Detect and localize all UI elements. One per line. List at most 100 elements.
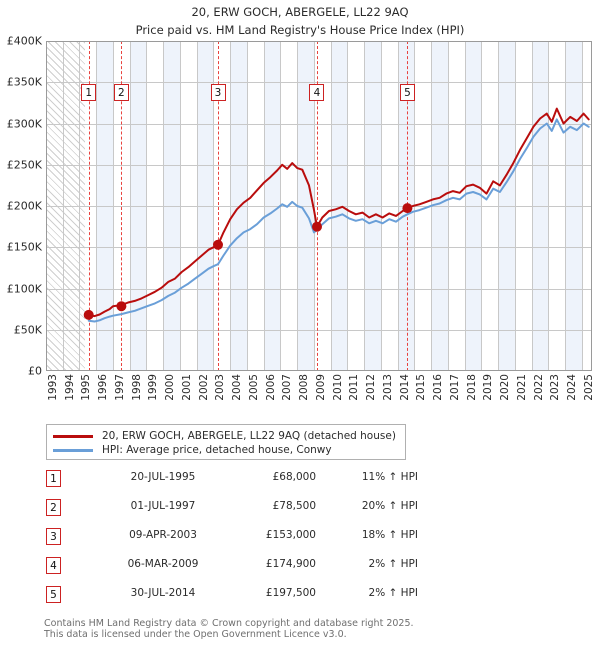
grid-line-horizontal	[46, 206, 592, 207]
row-badge[interactable]: 4	[46, 557, 61, 574]
row-badge[interactable]: 1	[46, 470, 61, 487]
legend-label-price-paid: 20, ERW GOCH, ABERGELE, LL22 9AQ (detach…	[102, 430, 396, 442]
row-price: £174,900	[265, 558, 316, 570]
x-axis-tick-label: 2016	[432, 374, 445, 401]
y-axis-tick-label: £150K	[6, 240, 42, 254]
legend-swatch-hpi	[53, 448, 93, 452]
x-axis-tick-label: 2023	[549, 374, 562, 401]
grid-line-horizontal	[46, 289, 592, 290]
x-axis-tick-label: 1993	[47, 374, 59, 401]
x-axis-tick-label: 2010	[331, 374, 344, 401]
event-line-4	[316, 41, 318, 371]
row-price: £78,500	[272, 500, 316, 512]
transactions-table: 1 20-JUL-1995 £68,000 11% ↑ HPI 2 01-JUL-1997…	[46, 468, 436, 613]
x-axis-tick-label: 1994	[63, 374, 76, 401]
footer-line-2: This data is licensed under the Open Gov…	[44, 629, 347, 640]
event-point-2[interactable]	[116, 301, 127, 312]
y-axis-tick-label: £200K	[6, 199, 42, 213]
event-point-3[interactable]	[213, 239, 223, 250]
row-badge[interactable]: 3	[46, 528, 61, 545]
x-axis-tick-label: 2014	[398, 374, 411, 401]
table-row[interactable]: 2 01-JUL-1997 £78,500 20% ↑ HPI	[46, 497, 436, 526]
series-line	[87, 107, 590, 318]
x-axis-tick-label: 2002	[197, 374, 210, 401]
legend-label-hpi: HPI: Average price, detached house, Conw…	[102, 444, 332, 456]
grid-line-horizontal	[46, 330, 592, 331]
y-axis-tick-label: £0	[28, 364, 42, 378]
y-axis-tick-label: £50K	[13, 323, 42, 337]
x-axis-tick-label: 2011	[348, 374, 361, 401]
page-title: 20, ERW GOCH, ABERGELE, LL22 9AQ	[191, 5, 409, 19]
event-line-3	[218, 41, 219, 371]
grid-line-horizontal	[46, 247, 592, 248]
event-line-2	[121, 41, 123, 371]
table-row[interactable]: 4 06-MAR-2009 £174,900 2% ↑ HPI	[46, 555, 436, 584]
x-axis-tick-label: 2012	[365, 374, 378, 401]
footer-line-1: Contains HM Land Registry data © Crown c…	[44, 618, 414, 629]
event-line-1	[88, 41, 90, 371]
table-row[interactable]: 3 09-APR-2003 £153,000 18% ↑ HPI	[46, 526, 436, 555]
footer-attribution: Contains HM Land Registry data © Crown c…	[44, 618, 564, 640]
x-axis-tick-label: 2018	[465, 374, 478, 401]
x-axis-tick-label: 2021	[515, 374, 528, 401]
event-badge-1[interactable]: 1	[81, 84, 97, 101]
x-axis-tick-label: 2007	[281, 374, 294, 401]
y-axis-tick-label: £250K	[6, 158, 42, 172]
row-date: 30-JUL-2014	[130, 587, 196, 599]
chart-title-block: 20, ERW GOCH, ABERGELE, LL22 9AQ Price p…	[0, 0, 600, 38]
y-axis-labels: £0 £50K £100K £150K £200K £250K £300K £350K £400…	[0, 35, 600, 378]
y-axis-tick-label: £100K	[6, 282, 42, 295]
event-point-4[interactable]	[312, 221, 322, 232]
x-axis-tick-label: 1997	[113, 374, 126, 401]
legend-swatch-price-paid	[53, 434, 93, 438]
x-axis-tick-label: 1996	[97, 374, 110, 401]
row-price: £68,000	[272, 471, 316, 483]
x-axis-tick-label: 2001	[180, 374, 193, 401]
x-axis-tick-label: 2008	[298, 374, 311, 401]
x-axis-tick-label: 2019	[482, 374, 495, 401]
row-price: £197,500	[265, 587, 316, 599]
x-axis-tick-label: 1995	[80, 374, 93, 401]
x-axis-tick-label: 2025	[582, 374, 595, 401]
grid-line-horizontal	[46, 165, 592, 166]
row-badge[interactable]: 5	[46, 586, 61, 603]
event-point-5[interactable]	[402, 203, 413, 214]
x-axis-labels: 1993 1994 1995 1996 1997 1998 1999 2000 2001 2002…	[46, 374, 595, 414]
table-row[interactable]: 5 30-JUL-2014 £197,500 2% ↑ HPI	[46, 584, 436, 613]
event-badge-4[interactable]: 4	[309, 84, 325, 101]
x-axis-tick-label: 2020	[499, 374, 512, 401]
x-axis-tick-label: 2022	[532, 374, 545, 401]
x-axis-tick-label: 2005	[247, 374, 260, 401]
chart-legend: 20, ERW GOCH, ABERGELE, LL22 9AQ (detach…	[46, 424, 406, 460]
legend-item-price-paid: 20, ERW GOCH, ABERGELE, LL22 9AQ (detach…	[53, 429, 399, 443]
event-point-1[interactable]	[83, 309, 94, 320]
row-badge[interactable]: 2	[46, 499, 61, 516]
event-badge-5[interactable]: 5	[399, 84, 415, 101]
series-line	[87, 118, 590, 323]
x-axis-tick-label: 2009	[314, 374, 327, 401]
x-axis-tick-label: 2013	[381, 374, 394, 401]
y-axis-tick-label: £350K	[6, 75, 42, 89]
row-date: 01-JUL-1997	[130, 500, 196, 512]
row-hpi-delta: 20% ↑ HPI	[361, 500, 418, 512]
x-axis-tick-label: 2004	[231, 374, 244, 401]
table-row[interactable]: 1 20-JUL-1995 £68,000 11% ↑ HPI	[46, 468, 436, 497]
row-date: 06-MAR-2009	[127, 558, 199, 570]
row-hpi-delta: 2% ↑ HPI	[368, 587, 418, 599]
grid-line-horizontal	[46, 82, 592, 83]
x-axis-tick-label: 1998	[130, 374, 143, 401]
x-axis-tick-label: 2024	[566, 374, 579, 401]
row-date: 09-APR-2003	[129, 529, 197, 541]
x-axis-tick-label: 2003	[214, 374, 227, 401]
row-date: 20-JUL-1995	[130, 471, 196, 483]
legend-item-hpi: HPI: Average price, detached house, Conw…	[53, 443, 399, 457]
row-price: £153,000	[265, 529, 316, 541]
x-axis-tick-label: 1999	[147, 374, 160, 401]
event-badge-2[interactable]: 2	[113, 84, 129, 101]
event-badge-3[interactable]: 3	[210, 84, 226, 101]
row-hpi-delta: 11% ↑ HPI	[361, 471, 418, 483]
y-axis-tick-label: £400K	[6, 34, 42, 48]
series-lines	[83, 107, 590, 323]
row-hpi-delta: 2% ↑ HPI	[368, 558, 418, 570]
